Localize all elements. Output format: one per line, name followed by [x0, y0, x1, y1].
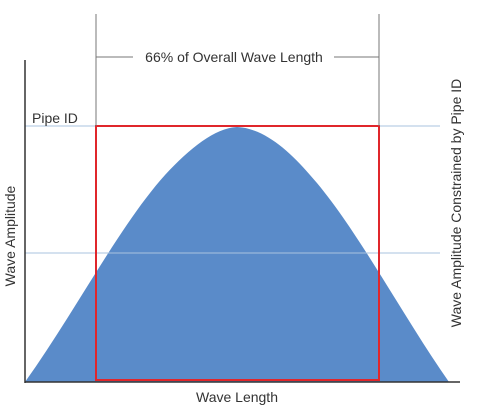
y-axis-label: Wave Amplitude — [2, 185, 18, 286]
pipe-id-label: Pipe ID — [32, 110, 78, 126]
pipe-constraint-box — [95, 125, 380, 381]
right-side-label: Wave Amplitude Constrained by Pipe ID — [448, 79, 464, 328]
wave-shape — [25, 127, 449, 382]
x-axis-label: Wave Length — [196, 389, 278, 405]
span-label: 66% of Overall Wave Length — [145, 49, 323, 65]
